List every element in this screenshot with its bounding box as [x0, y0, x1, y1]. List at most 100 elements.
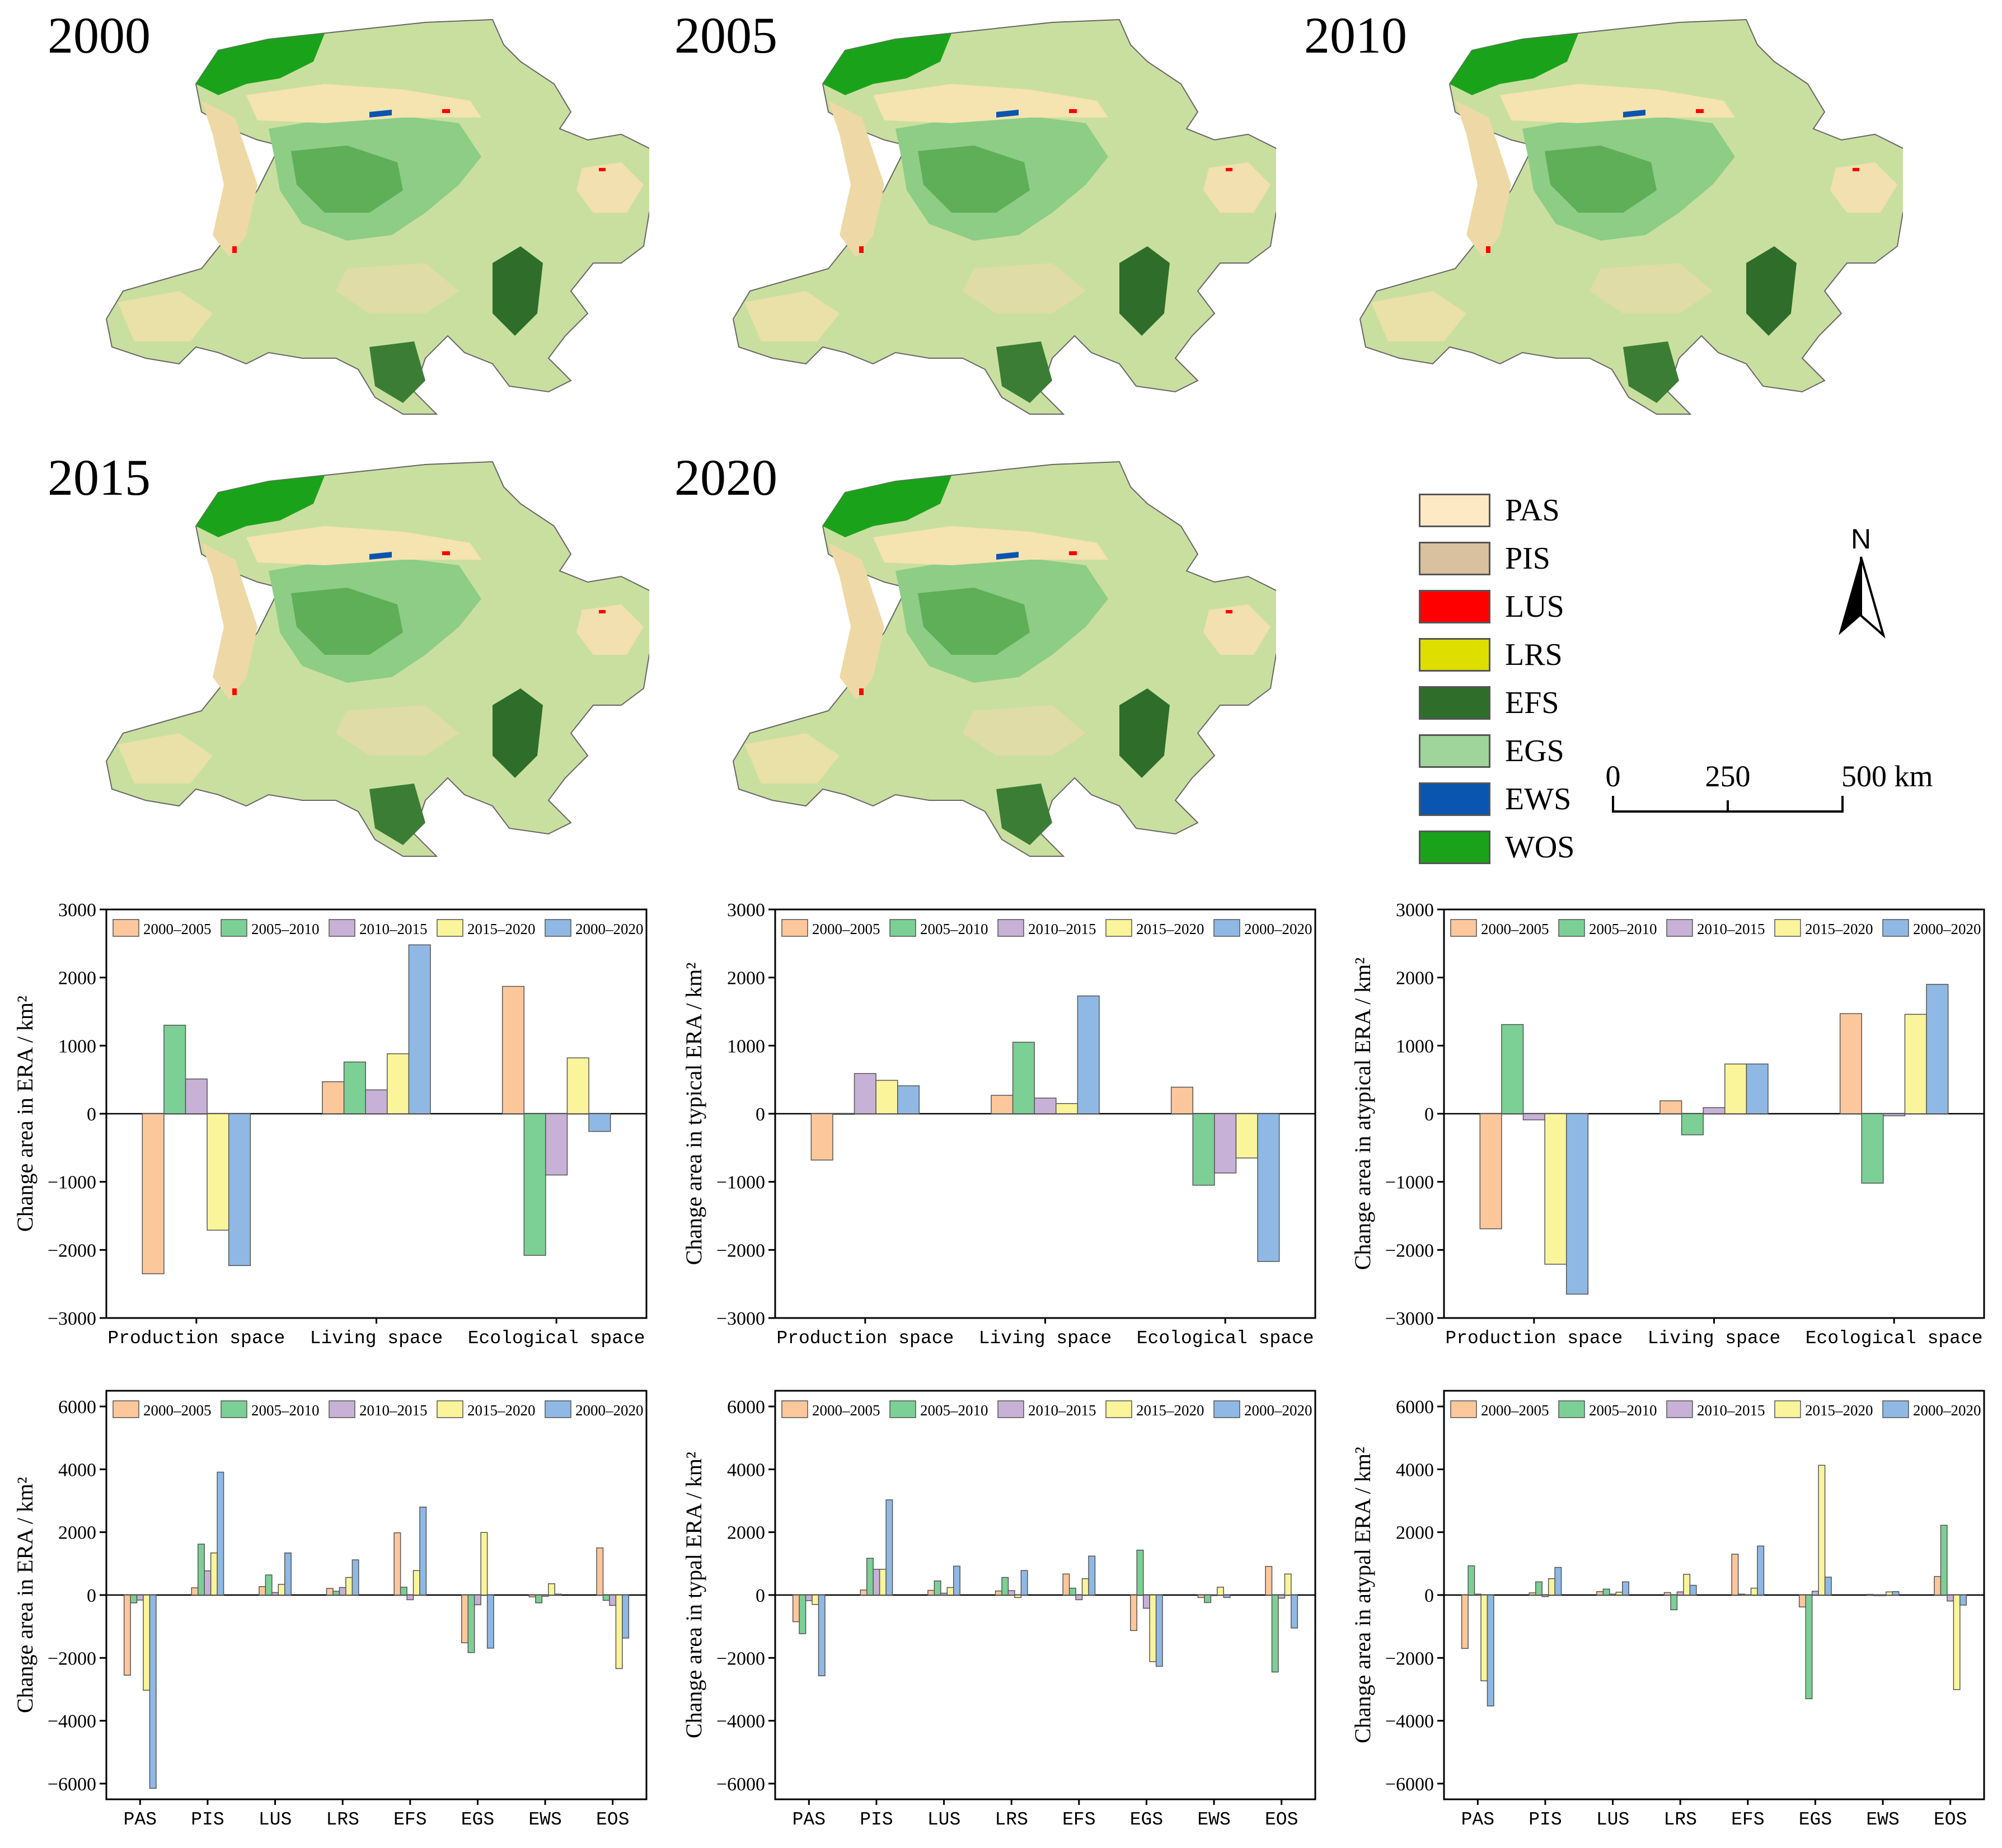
y-tick-label: −1000	[1385, 1172, 1434, 1193]
bar-2000–2020-EWS	[554, 1593, 562, 1596]
y-tick-label: 0	[1424, 1104, 1434, 1125]
bar-2015–2020-EWS	[1886, 1591, 1893, 1596]
x-tick-label: LUS	[927, 1809, 960, 1830]
legend-entry: 2010–2015	[1697, 921, 1765, 937]
x-tick-label: Ecological space	[1806, 1328, 1983, 1349]
legend-entry: 2010–2015	[1697, 1402, 1765, 1419]
scale-tick-250: 250	[1705, 759, 1751, 793]
legend-entry: 2015–2020	[467, 921, 536, 937]
x-tick-label: LRS	[995, 1809, 1028, 1830]
bar-2005–2010-LUS	[934, 1580, 941, 1596]
x-tick-label: EOS	[1265, 1809, 1298, 1830]
bar-2015–2020-PIS	[879, 1569, 887, 1596]
bar-2005–2010-PAS	[130, 1594, 138, 1603]
legend-item-pis: PIS	[1419, 541, 1550, 576]
legend-entry: 2000–2020	[575, 1402, 644, 1419]
x-tick-label: EFS	[1062, 1809, 1095, 1830]
y-tick-label: 4000	[727, 1460, 765, 1480]
y-tick-label: 4000	[58, 1460, 96, 1480]
bar-2015–2020-LUS	[278, 1584, 285, 1596]
year-label-2005: 2005	[674, 7, 777, 64]
bar-2015–2020-LRS	[1014, 1594, 1022, 1598]
bar-2000–2005-PIS	[191, 1587, 199, 1596]
y-tick-label: 2000	[58, 1523, 96, 1544]
legend-swatch	[1419, 686, 1490, 720]
bar-2005–2010-LRS	[1670, 1594, 1678, 1611]
legend-entry: 2000–2020	[1913, 921, 1981, 937]
legend-entry: 2000–2020	[1244, 1402, 1312, 1419]
year-label-2000: 2000	[48, 7, 151, 64]
bar-2005–2010-EGS	[1805, 1594, 1813, 1700]
bar-2015–2020-EFS	[1750, 1587, 1758, 1596]
bar-2010–2015-PAS	[136, 1594, 144, 1601]
land-use-map-2020	[733, 461, 1276, 857]
bar-2015–2020-EGS	[1818, 1465, 1826, 1596]
y-axis-label: Change area in atypal ERA / km²	[1350, 1447, 1375, 1743]
bar-2000–2020-EFS	[1088, 1555, 1096, 1596]
bar-2005–2010-LRS	[332, 1591, 340, 1596]
bar-2000–2020-EWS	[1892, 1591, 1900, 1596]
bar-2015–2020-Production space	[875, 1080, 898, 1114]
bar-2000–2020-Production space	[228, 1113, 251, 1267]
y-axis-label: Change area in typical ERA / km²	[681, 963, 706, 1265]
bar-2010–2015-Production space	[854, 1073, 876, 1114]
bar-2015–2020-Ecological space	[1235, 1113, 1258, 1158]
chart-era-class: −6000 −4000 −2000 0 2000 4000 6000 Change area …	[12, 1390, 648, 1830]
bar-2015–2020-EFS	[1081, 1578, 1089, 1596]
bar-2015–2020-LRS	[1683, 1574, 1691, 1596]
bar-2000–2005-Living space	[322, 1081, 345, 1114]
legend-item-efs: EFS	[1419, 685, 1559, 721]
north-label: N	[1851, 523, 1871, 555]
legend-label: PIS	[1505, 541, 1550, 576]
bar-2010–2015-PAS	[805, 1594, 813, 1601]
bar-2010–2015-Ecological space	[545, 1113, 568, 1176]
y-tick-label: 2000	[1396, 968, 1434, 989]
bar-2005–2010-Production space	[163, 1025, 186, 1114]
y-tick-label: 0	[756, 1104, 765, 1125]
legend-entry: 2005–2010	[251, 921, 320, 937]
legend-swatch	[1882, 919, 1909, 937]
bar-2005–2010-Living space	[1681, 1113, 1704, 1136]
legend-swatch	[1419, 831, 1490, 864]
bar-2000–2020-PIS	[217, 1471, 224, 1596]
bar-2010–2015-EGS	[1811, 1591, 1819, 1596]
legend-swatch	[1213, 1400, 1240, 1418]
bar-2000–2005-EWS	[1197, 1594, 1205, 1598]
land-use-map-2015	[106, 461, 649, 857]
bar-2000–2020-EOS	[622, 1594, 630, 1639]
legend-swatch	[1558, 1400, 1585, 1418]
bar-2015–2020-LRS	[345, 1577, 353, 1596]
y-tick-label: −3000	[48, 1308, 96, 1329]
legend-entry: 2000–2005	[1481, 921, 1549, 937]
legend-entry: 2005–2010	[920, 921, 988, 937]
bar-2010–2015-Living space	[1034, 1097, 1057, 1114]
legend-swatch	[437, 919, 463, 937]
north-arrow-icon: N	[1839, 523, 1886, 639]
bar-2010–2015-EWS	[541, 1594, 549, 1597]
bar-2005–2010-PIS	[1535, 1581, 1542, 1596]
legend-swatch	[1419, 590, 1490, 623]
year-label-2020: 2020	[674, 449, 777, 506]
bar-2000–2005-LUS	[1596, 1591, 1604, 1596]
bar-2005–2010-Ecological space	[1192, 1113, 1215, 1186]
legend-swatch	[781, 1400, 808, 1418]
bar-2015–2020-Living space	[1056, 1103, 1079, 1114]
bar-2015–2020-EGS	[480, 1532, 488, 1596]
legend-swatch	[1450, 919, 1477, 937]
bar-2005–2010-EGS	[467, 1594, 475, 1653]
bar-2000–2020-LUS	[953, 1565, 960, 1596]
bar-2005–2010-PAS	[1467, 1565, 1475, 1596]
bar-2005–2010-Living space	[343, 1061, 366, 1114]
chart-typal-era-class: −6000 −4000 −2000 0 2000 4000 6000 Change area …	[681, 1390, 1316, 1830]
bar-2000–2020-LRS	[351, 1559, 359, 1596]
bar-2000–2005-EGS	[1130, 1594, 1137, 1631]
legend-item-egs: EGS	[1419, 733, 1564, 769]
bar-2000–2005-Production space	[1479, 1113, 1502, 1230]
x-tick-label: Production space	[776, 1328, 954, 1349]
bar-2000–2005-PIS	[1529, 1592, 1536, 1596]
bar-2010–2015-EOS	[609, 1594, 617, 1606]
bar-2000–2020-Ecological space	[588, 1113, 611, 1132]
land-use-map-2000	[106, 19, 649, 415]
bar-2000–2005-PIS	[860, 1589, 868, 1596]
x-tick-label: PAS	[1461, 1809, 1494, 1830]
